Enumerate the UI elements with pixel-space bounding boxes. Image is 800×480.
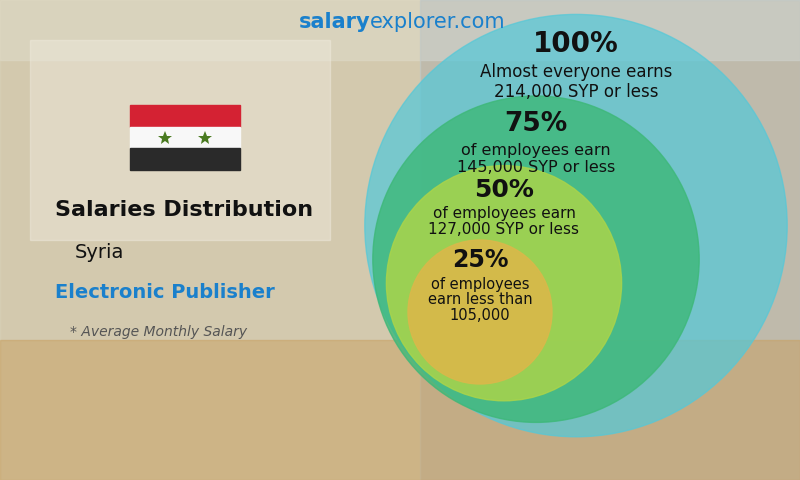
Text: 127,000 SYP or less: 127,000 SYP or less — [429, 222, 579, 237]
Bar — [30, 40, 330, 240]
Circle shape — [373, 96, 699, 422]
Text: 100%: 100% — [533, 30, 619, 59]
Text: Salaries Distribution: Salaries Distribution — [55, 200, 313, 220]
Text: 145,000 SYP or less: 145,000 SYP or less — [457, 160, 615, 176]
Text: explorer.com: explorer.com — [370, 12, 506, 32]
Text: of employees earn: of employees earn — [433, 206, 575, 221]
Text: 25%: 25% — [452, 248, 508, 272]
Text: earn less than: earn less than — [428, 292, 532, 308]
Bar — [130, 105, 240, 127]
Text: 105,000: 105,000 — [450, 309, 510, 324]
Bar — [0, 340, 800, 480]
Circle shape — [408, 240, 552, 384]
Text: 50%: 50% — [474, 178, 534, 202]
Circle shape — [386, 166, 622, 401]
Text: of employees: of employees — [430, 276, 530, 291]
Bar — [420, 0, 800, 480]
Text: of employees earn: of employees earn — [461, 143, 611, 157]
Bar — [0, 0, 420, 480]
Text: 214,000 SYP or less: 214,000 SYP or less — [494, 84, 658, 101]
Bar — [130, 127, 240, 148]
Text: salary: salary — [298, 12, 370, 32]
Text: Almost everyone earns: Almost everyone earns — [480, 63, 672, 82]
Circle shape — [365, 14, 787, 437]
Text: Electronic Publisher: Electronic Publisher — [55, 283, 274, 301]
Text: 75%: 75% — [504, 111, 568, 137]
Text: Syria: Syria — [75, 242, 124, 262]
Bar — [130, 148, 240, 170]
Text: * Average Monthly Salary: * Average Monthly Salary — [70, 325, 247, 339]
Bar — [0, 0, 800, 60]
